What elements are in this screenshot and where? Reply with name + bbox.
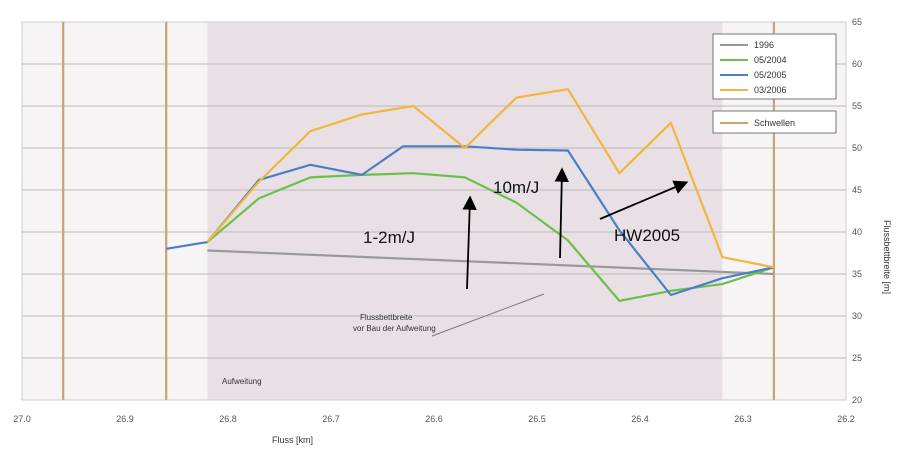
- legend-label-schwellen: Schwellen: [754, 118, 795, 128]
- y-tick-label: 35: [852, 269, 862, 279]
- series-lines: [166, 88, 775, 302]
- series-line-03-2006: [206, 88, 775, 269]
- y-tick-label: 50: [852, 143, 862, 153]
- x-tick-label: 26.5: [528, 414, 546, 424]
- y-tick-label: 55: [852, 101, 862, 111]
- shaded-region-label: Aufweitung: [222, 377, 262, 386]
- annotation-flussbettbreite-line1: Flussbettbreite: [360, 313, 413, 322]
- legend-label-2004: 05/2004: [754, 55, 787, 65]
- x-tick-label: 26.6: [425, 414, 443, 424]
- aufweitung-region: [207, 22, 723, 400]
- y-tick-label: 45: [852, 185, 862, 195]
- series-line-1996: [207, 249, 774, 276]
- pointer-line-flussbettbreite: [431, 293, 545, 337]
- grid-lines: [21, 21, 847, 401]
- annotation-10mj: 10m/J: [493, 178, 539, 197]
- y-tick-label: 40: [852, 227, 862, 237]
- legend-label-2006: 03/2006: [754, 85, 787, 95]
- x-tick-label: 26.2: [837, 414, 855, 424]
- x-tick-label: 26.7: [322, 414, 340, 424]
- x-tick-label: 26.4: [631, 414, 649, 424]
- y-tick-label: 60: [852, 59, 862, 69]
- x-tick-label: 26.3: [734, 414, 752, 424]
- y-tick-label: 20: [852, 395, 862, 405]
- y-tick-label: 65: [852, 17, 862, 27]
- legend-label-1996: 1996: [754, 40, 774, 50]
- x-tick-label: 26.8: [219, 414, 237, 424]
- y-tick-label: 25: [852, 353, 862, 363]
- series-line-05-2005: [166, 145, 775, 297]
- y-tick-label: 30: [852, 311, 862, 321]
- x-axis-label: Fluss [km]: [272, 435, 313, 445]
- arrow-hw2005: [599, 180, 689, 220]
- x-tick-label: 27.0: [13, 414, 31, 424]
- legend-label-2005: 05/2005: [754, 70, 787, 80]
- annotation-hw2005: HW2005: [614, 226, 680, 245]
- legend: 1996 05/2004 05/2005 03/2006 Schwellen: [712, 33, 837, 134]
- x-axis-ticks: 27.0 26.9 26.8 26.7 26.6 26.5 26.4 26.3 26.2: [13, 414, 855, 424]
- arrow-1-2mj: [462, 195, 477, 290]
- annotation-flussbettbreite-line2: vor Bau der Aufweitung: [353, 324, 436, 333]
- arrow-10mj: [554, 167, 569, 259]
- legend-box-schwellen: [712, 110, 837, 134]
- plot-border: [21, 21, 847, 401]
- y-axis-ticks: 20 25 30 35 40 45 50 55 60 65: [852, 17, 862, 405]
- y-axis-label: Flussbettbreite [m]: [882, 220, 892, 294]
- annotation-1-2mj: 1-2m/J: [363, 228, 415, 247]
- x-tick-label: 26.9: [116, 414, 134, 424]
- series-line-05-2004: [206, 172, 775, 302]
